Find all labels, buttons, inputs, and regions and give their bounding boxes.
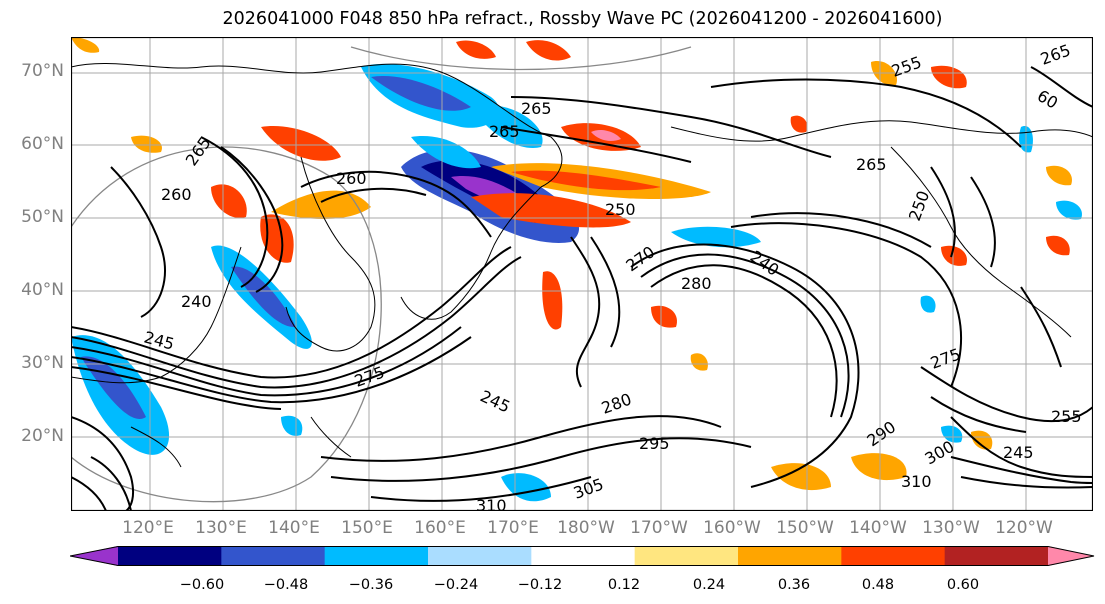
contour-label: 245 <box>1003 443 1034 462</box>
graticule <box>71 37 1093 511</box>
colorbar-tick: 0.24 <box>692 577 726 593</box>
colorbar-outline <box>69 546 1095 566</box>
colorbar-segment <box>221 546 326 566</box>
lon-label-140e: 140°E <box>268 518 320 538</box>
lat-label-70n: 70°N <box>21 61 64 81</box>
colorbar-tick: −0.36 <box>348 577 394 593</box>
lon-label-130e: 130°E <box>195 518 247 538</box>
colorbar-segment <box>70 546 118 566</box>
colorbar-segment <box>841 546 946 566</box>
contour-label: 255 <box>1051 407 1082 426</box>
lat-label-50n: 50°N <box>21 207 64 227</box>
contour-label: 265 <box>489 122 520 141</box>
lat-label-30n: 30°N <box>21 353 64 373</box>
lon-label-170w: 170°W <box>630 518 688 538</box>
colorbar-segment <box>324 546 429 566</box>
contour-label: 310 <box>901 472 932 491</box>
contour-label: 310 <box>476 496 507 511</box>
lat-label-20n: 20°N <box>21 426 64 446</box>
lat-label-60n: 60°N <box>21 134 64 154</box>
colorbar-segment <box>531 546 636 566</box>
colorbar-segment <box>118 546 222 566</box>
lon-label-160e: 160°E <box>414 518 466 538</box>
colorbar-tick: 0.48 <box>861 577 895 593</box>
weather-map: 265 265 260 260 250 265 250 240 270 280 … <box>71 37 1093 511</box>
contour-label: 280 <box>681 274 712 293</box>
colorbar-segment <box>1048 546 1094 566</box>
colorbar-tick: −0.12 <box>517 577 563 593</box>
colorbar-tick: 0.12 <box>607 577 641 593</box>
colorbar <box>69 546 1096 570</box>
contour-label: 265 <box>856 155 887 174</box>
contour-label: 260 <box>336 169 367 188</box>
contour-label: 295 <box>639 434 670 453</box>
lat-label-40n: 40°N <box>21 280 64 300</box>
colorbar-segment <box>634 546 739 566</box>
colorbar-tick: 0.36 <box>777 577 811 593</box>
colorbar-tick: −0.24 <box>433 577 479 593</box>
colorbar-segment <box>738 546 842 566</box>
lon-label-120e: 120°E <box>122 518 174 538</box>
map-title: 2026041000 F048 850 hPa refract., Rossby… <box>222 9 943 29</box>
contour-label: 260 <box>161 185 192 204</box>
colorbar-graphic <box>69 546 1095 566</box>
lon-label-170e: 170°E <box>487 518 539 538</box>
contours <box>71 66 1093 511</box>
contour-label: 240 <box>181 292 212 311</box>
coastlines <box>71 62 1093 468</box>
lon-label-130w: 130°W <box>922 518 980 538</box>
lon-label-160w: 160°W <box>703 518 761 538</box>
contour-label: 250 <box>605 200 636 219</box>
lon-label-150w: 150°W <box>776 518 834 538</box>
colorbar-segment <box>944 546 1049 566</box>
lon-label-140w: 140°W <box>849 518 907 538</box>
colorbar-tick: −0.60 <box>179 577 225 593</box>
map-frame <box>71 37 1093 511</box>
lon-label-120w: 120°W <box>995 518 1053 538</box>
contour-label: 265 <box>521 99 552 118</box>
colorbar-tick: −0.48 <box>263 577 309 593</box>
map-panel: 265 265 260 260 250 265 250 240 270 280 … <box>71 37 1093 511</box>
colorbar-segment <box>428 546 532 566</box>
lon-label-150e: 150°E <box>341 518 393 538</box>
lon-label-180w: 180°W <box>557 518 615 538</box>
colorbar-tick: 0.60 <box>946 577 980 593</box>
